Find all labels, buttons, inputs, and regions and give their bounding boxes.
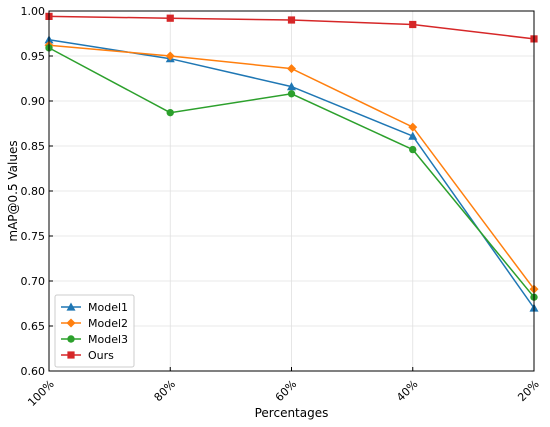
legend-marker [66,318,76,328]
y-tick-label: 0.80 [21,185,46,198]
data-point [408,131,418,140]
legend-label: Model1 [88,301,128,314]
data-point [408,122,418,132]
y-tick-label: 1.00 [21,5,46,18]
x-tick-label: 60% [273,378,299,404]
data-point [287,82,296,91]
legend-label: Model2 [88,317,128,330]
x-axis-title: Percentages [255,406,329,420]
data-point [166,109,174,117]
data-point [409,145,417,154]
legend-item: Model3 [61,333,128,346]
legend-label: Model3 [88,333,128,346]
axis-ticks: 0.60 0.65 0.70 0.75 0.80 0.85 0.90 0.95 1.00 100%… [21,5,542,409]
data-point [287,64,296,74]
y-axis-title: mAP@0.5 Values [6,140,20,241]
y-tick-label: 0.60 [21,365,46,378]
legend-item: Model1 [61,301,128,314]
data-point [287,90,296,98]
y-tick-label: 0.70 [21,275,46,288]
data-point [287,16,296,24]
legend-box [54,294,135,368]
x-tick-label: 40% [394,378,420,404]
data-point [166,14,174,22]
y-tick-label: 0.85 [21,140,46,153]
legend-marker [67,335,75,343]
x-tick-label: 80% [152,378,178,404]
x-tick-label: 100% [25,378,56,409]
data-point [165,51,175,61]
data-point [409,20,417,29]
x-tick-label: 20% [515,378,541,404]
legend-label: Ours [88,349,114,362]
legend: Model1 Model2 Model3 Ours [54,294,135,368]
y-tick-label: 0.65 [21,320,46,333]
y-tick-label: 0.95 [21,50,46,63]
legend-marker [66,302,76,311]
y-tick-label: 0.75 [21,230,46,243]
legend-item: Ours [61,349,114,362]
legend-item: Model2 [61,317,128,330]
series-model2 [44,40,539,294]
series-layer [44,12,539,312]
legend-marker [67,351,75,359]
y-tick-label: 0.90 [21,95,46,108]
